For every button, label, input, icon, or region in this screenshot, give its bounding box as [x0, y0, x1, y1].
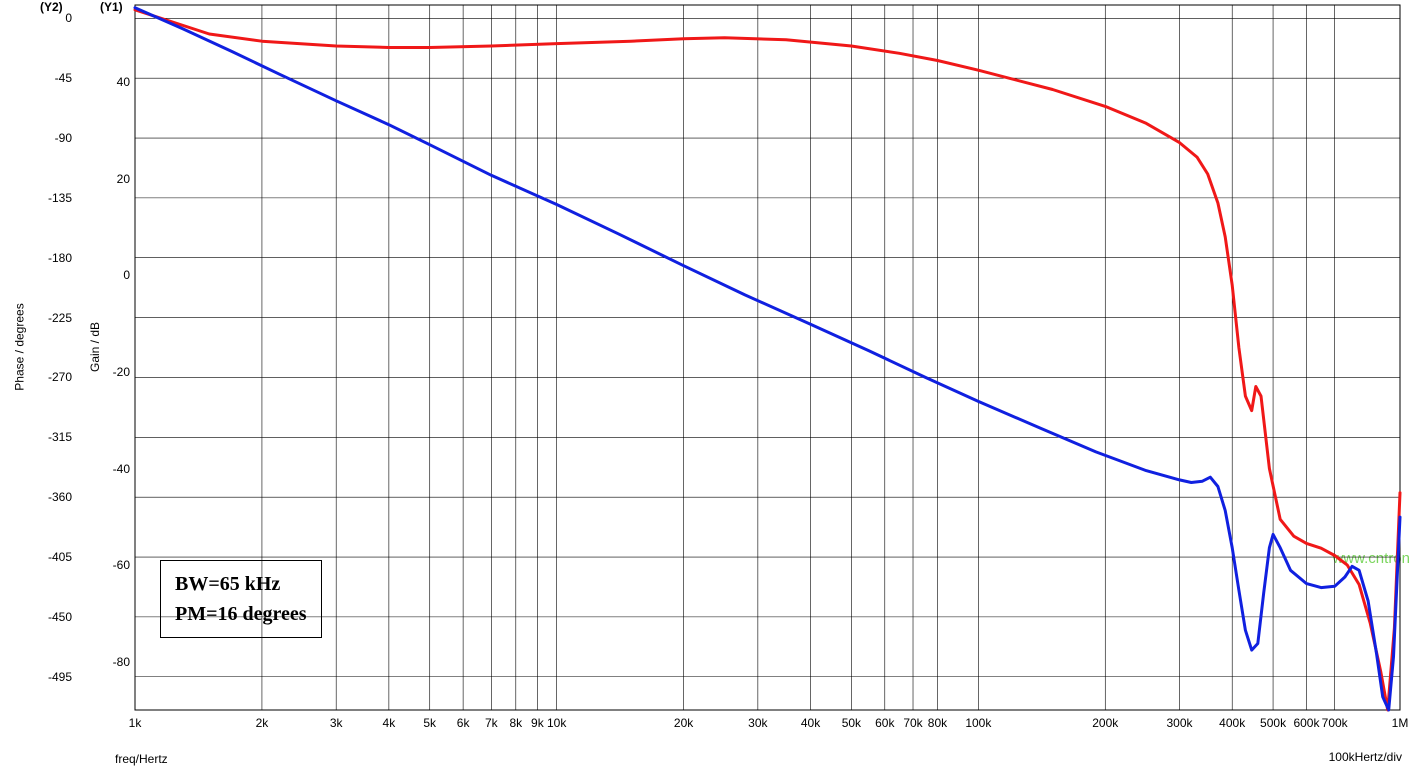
- phase-trace: [135, 8, 1400, 710]
- y2-tick-label: 0: [32, 11, 72, 25]
- x-tick-label: 9k: [531, 716, 544, 730]
- y2-tick-label: -180: [32, 251, 72, 265]
- x-tick-label: 60k: [875, 716, 894, 730]
- x-tick-label: 1M: [1392, 716, 1409, 730]
- bode-plot: [0, 0, 1412, 777]
- y1-tick-label: -40: [90, 462, 130, 476]
- y2-tick-label: -270: [32, 370, 72, 384]
- y2-tick-label: -495: [32, 670, 72, 684]
- x-tick-label: 400k: [1219, 716, 1245, 730]
- x-tick-label: 4k: [383, 716, 396, 730]
- y1-tick-label: 40: [90, 75, 130, 89]
- y1-tick-label: 20: [90, 172, 130, 186]
- x-tick-label: 6k: [457, 716, 470, 730]
- y2-tick-label: -225: [32, 311, 72, 325]
- y2-tick-label: -315: [32, 430, 72, 444]
- x-tick-label: 50k: [842, 716, 861, 730]
- x-tick-label: 70k: [903, 716, 922, 730]
- y1-tick-label: 0: [90, 268, 130, 282]
- y2-tick-label: -90: [32, 131, 72, 145]
- x-tick-label: 3k: [330, 716, 343, 730]
- x-tick-label: 5k: [423, 716, 436, 730]
- x-tick-label: 200k: [1092, 716, 1118, 730]
- x-tick-label: 40k: [801, 716, 820, 730]
- x-tick-label: 8k: [509, 716, 522, 730]
- y2-tick-label: -450: [32, 610, 72, 624]
- x-tick-label: 300k: [1167, 716, 1193, 730]
- y1-tick-label: -20: [90, 365, 130, 379]
- x-tick-label: 80k: [928, 716, 947, 730]
- x-tick-label: 7k: [485, 716, 498, 730]
- x-tick-label: 100k: [965, 716, 991, 730]
- x-tick-label: 1k: [129, 716, 142, 730]
- y2-tick-label: -135: [32, 191, 72, 205]
- y2-tick-label: -405: [32, 550, 72, 564]
- x-tick-label: 20k: [674, 716, 693, 730]
- y2-tick-label: -45: [32, 71, 72, 85]
- y1-tick-label: -60: [90, 558, 130, 572]
- x-tick-label: 30k: [748, 716, 767, 730]
- x-tick-label: 10k: [547, 716, 566, 730]
- x-tick-label: 700k: [1322, 716, 1348, 730]
- x-tick-label: 600k: [1293, 716, 1319, 730]
- y2-tick-label: -360: [32, 490, 72, 504]
- x-tick-label: 2k: [256, 716, 269, 730]
- y1-tick-label: -80: [90, 655, 130, 669]
- x-tick-label: 500k: [1260, 716, 1286, 730]
- gain-trace: [135, 10, 1400, 710]
